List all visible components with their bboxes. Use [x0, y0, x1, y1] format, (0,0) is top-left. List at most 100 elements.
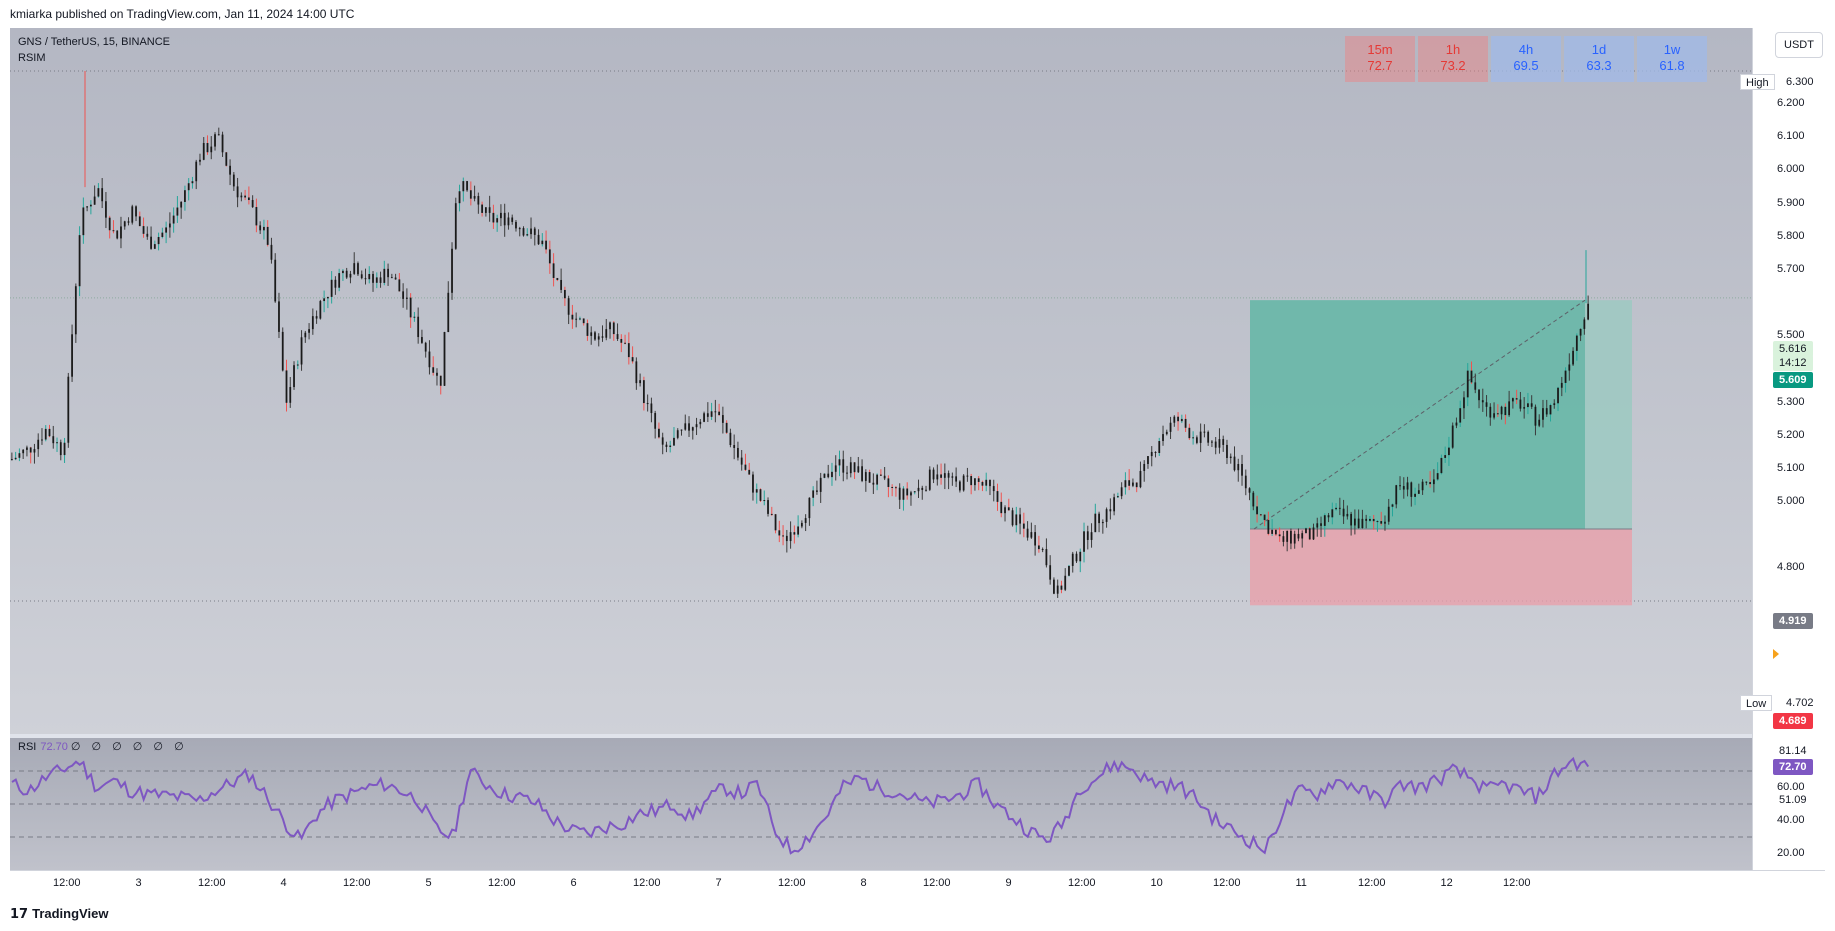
- candle-body: [259, 225, 262, 231]
- candle-body: [846, 472, 848, 474]
- candle-body: [740, 457, 743, 465]
- candle-body: [428, 351, 431, 368]
- candle-body: [1090, 532, 1093, 540]
- candle-body: [737, 447, 739, 458]
- candle-body: [936, 474, 939, 480]
- candle-body: [1019, 514, 1021, 524]
- price-axis[interactable]: USDT 6.200 6.100 6.000 5.900 5.800 5.700 5.500…: [1752, 28, 1826, 870]
- candle-body: [996, 491, 999, 502]
- candle-body: [774, 514, 777, 531]
- candle-body: [1440, 457, 1443, 474]
- candle-body: [1286, 530, 1289, 542]
- candle-body: [703, 413, 705, 422]
- candle-body: [1587, 303, 1590, 320]
- candle-body: [597, 336, 600, 340]
- candle-body: [1233, 456, 1236, 471]
- candle-body: [48, 428, 51, 437]
- candle-body: [168, 223, 171, 228]
- time-tick: 4: [280, 877, 287, 889]
- candle-body: [1308, 528, 1311, 540]
- candle-body: [1169, 422, 1172, 432]
- rsi-pane[interactable]: [10, 738, 1752, 870]
- candle-body: [1026, 528, 1029, 538]
- symbol-title[interactable]: GNS / TetherUS, 15, BINANCE: [18, 36, 171, 48]
- candle-body: [1237, 463, 1240, 471]
- candle-body: [353, 263, 356, 274]
- candle-body: [138, 216, 141, 227]
- candle-body: [63, 442, 66, 456]
- candle-body: [135, 206, 137, 217]
- candle-body: [548, 249, 551, 264]
- price-chart[interactable]: [10, 28, 1752, 735]
- indicator-name[interactable]: RSIM: [18, 52, 46, 64]
- alert-marker-icon[interactable]: [1773, 649, 1779, 659]
- rsi-tick: 40.00: [1777, 813, 1805, 826]
- candle-body: [1041, 549, 1044, 551]
- candle-body: [1064, 575, 1067, 590]
- candle-body: [650, 403, 653, 414]
- candle-body: [1542, 408, 1544, 420]
- candle-body: [176, 207, 179, 216]
- tradingview-logo[interactable]: 17 TradingView: [10, 906, 108, 922]
- rsi-label[interactable]: RSI: [18, 741, 37, 753]
- currency-button[interactable]: USDT: [1775, 32, 1823, 58]
- candle-body: [1511, 398, 1514, 402]
- candle-body: [1342, 508, 1345, 517]
- candle-body: [1218, 439, 1221, 448]
- time-tick: 6: [570, 877, 577, 889]
- candle-body: [1116, 496, 1119, 498]
- time-tick: 12:00: [1503, 877, 1531, 889]
- candle-body: [947, 473, 950, 478]
- candle-body: [1154, 451, 1157, 454]
- candle-body: [127, 221, 130, 223]
- rsi-tick: 20.00: [1777, 846, 1805, 859]
- candle-body: [1365, 518, 1368, 521]
- candle-body: [744, 464, 747, 470]
- candle-body: [1515, 398, 1518, 400]
- candle-body: [1346, 513, 1349, 517]
- candle-body: [1549, 405, 1552, 415]
- candle-body: [992, 486, 995, 492]
- candle-body: [221, 134, 224, 153]
- candle-body: [989, 479, 991, 487]
- candle-body: [266, 226, 269, 245]
- candle-body: [1274, 529, 1277, 535]
- candle-body: [304, 332, 307, 338]
- candle-body: [582, 318, 585, 324]
- candle-body: [59, 442, 62, 456]
- candle-body: [872, 482, 875, 485]
- price-pane[interactable]: [10, 28, 1752, 735]
- candle-body: [394, 277, 397, 280]
- candle-body: [255, 207, 258, 226]
- candle-body: [142, 226, 145, 234]
- candle-body: [447, 292, 450, 332]
- candle-body: [966, 475, 969, 477]
- candle-body: [868, 472, 871, 483]
- candle-body: [567, 298, 570, 315]
- pane-divider[interactable]: [10, 734, 1825, 738]
- mtf-rsi-value: 61.8: [1659, 58, 1685, 73]
- candle-body: [725, 422, 728, 433]
- stop-zone[interactable]: [1250, 529, 1632, 606]
- candle-body: [1500, 406, 1503, 415]
- candle-body: [861, 466, 863, 481]
- candle-body: [1120, 487, 1123, 497]
- mtf-timeframe: 15m: [1367, 42, 1393, 57]
- candle-body: [921, 487, 924, 490]
- candle-body: [624, 342, 626, 344]
- time-axis[interactable]: 12:00 3 12:00 4 12:00 5 12:00 6 12:00 7 12:00 8 12:0…: [10, 870, 1825, 897]
- candle-body: [368, 273, 371, 280]
- candle-body: [876, 474, 879, 485]
- candle-body: [556, 277, 559, 280]
- rsi-line[interactable]: [11, 756, 1590, 855]
- candle-body: [398, 279, 401, 292]
- candle-body: [1071, 553, 1074, 566]
- candle-body: [1504, 406, 1507, 416]
- candle-body: [1444, 455, 1447, 458]
- candle-body: [759, 489, 762, 501]
- target-zone-filled[interactable]: [1250, 300, 1585, 530]
- candle-body: [409, 297, 412, 318]
- rsi-chart[interactable]: [10, 738, 1752, 870]
- candle-body: [296, 364, 299, 366]
- candle-body: [789, 532, 792, 542]
